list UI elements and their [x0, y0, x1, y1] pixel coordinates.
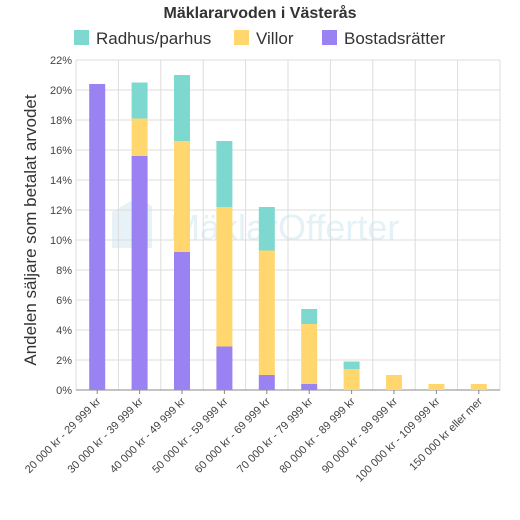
x-tick-label: 150 000 kr eller mer — [407, 395, 485, 473]
x-tick-label: 90 000 kr - 99 999 kr — [320, 395, 400, 475]
watermark: MäklarOfferter — [112, 198, 399, 248]
bar-segment[interactable] — [131, 118, 148, 157]
legend-label[interactable]: Radhus/parhus — [96, 29, 211, 48]
bar-segment[interactable] — [470, 384, 487, 390]
y-tick-label: 2% — [56, 355, 72, 367]
legend-label[interactable]: Bostadsrätter — [344, 29, 445, 48]
y-axis-label: Andelen säljare som betalat arvodet — [21, 94, 40, 365]
chart-title: Mäklararvoden i Västerås — [164, 4, 357, 22]
y-tick-label: 14% — [50, 175, 72, 187]
bar-segment[interactable] — [343, 361, 360, 370]
bar-segment[interactable] — [301, 324, 318, 384]
x-tick-label: 20 000 kr - 29 999 kr — [23, 395, 103, 475]
bar-segment[interactable] — [174, 141, 190, 252]
x-tick-label: 50 000 kr - 59 999 kr — [150, 395, 230, 475]
legend-swatch[interactable] — [322, 30, 337, 45]
bar-segment[interactable] — [258, 207, 275, 251]
bar-segment[interactable] — [258, 375, 275, 390]
legend: Radhus/parhus Villor Bostadsrätter — [74, 29, 445, 48]
bar-segment[interactable] — [386, 375, 402, 390]
y-tick-label: 4% — [56, 325, 72, 337]
bar-segment[interactable] — [89, 84, 106, 390]
legend-label[interactable]: Villor — [256, 29, 294, 48]
x-tick-label: 30 000 kr - 39 999 kr — [65, 395, 145, 475]
y-tick-label: 22% — [50, 55, 72, 67]
x-tick-label: 100 000 kr - 109 999 kr — [354, 395, 443, 484]
bar-segment[interactable] — [216, 141, 233, 207]
bar-segment[interactable] — [343, 369, 360, 390]
y-tick-label: 6% — [56, 295, 72, 307]
y-tick-label: 16% — [50, 145, 72, 157]
watermark-text: MäklarOfferter — [170, 207, 399, 248]
bar-segment[interactable] — [174, 75, 190, 141]
y-tick-label: 8% — [56, 265, 72, 277]
legend-swatch[interactable] — [234, 30, 249, 45]
y-tick-label: 18% — [50, 115, 72, 127]
bar-segment[interactable] — [258, 250, 275, 376]
bar-segment[interactable] — [131, 156, 148, 390]
y-tick-label: 20% — [50, 85, 72, 97]
y-axis-ticks: 0% 2% 4% 6% 8% 10% 12% 14% 16% 18% 20% 22% — [50, 55, 72, 397]
y-tick-label: 12% — [50, 205, 72, 217]
x-tick-label: 60 000 kr - 69 999 kr — [193, 395, 273, 475]
bar-segment[interactable] — [301, 309, 318, 324]
y-tick-label: 0% — [56, 385, 72, 397]
bar-segment[interactable] — [428, 384, 445, 390]
bar-segment[interactable] — [216, 346, 233, 391]
x-tick-label: 40 000 kr - 49 999 kr — [108, 395, 188, 475]
bar-segment[interactable] — [174, 252, 190, 390]
x-tick-label: 70 000 kr - 79 999 kr — [235, 395, 315, 475]
bars — [89, 75, 487, 390]
bar-segment[interactable] — [216, 207, 233, 347]
y-tick-label: 10% — [50, 235, 72, 247]
x-tick-label: 80 000 kr - 89 999 kr — [277, 395, 357, 475]
bar-segment[interactable] — [301, 384, 318, 390]
legend-swatch[interactable] — [74, 30, 89, 45]
bar-segment[interactable] — [131, 82, 148, 119]
